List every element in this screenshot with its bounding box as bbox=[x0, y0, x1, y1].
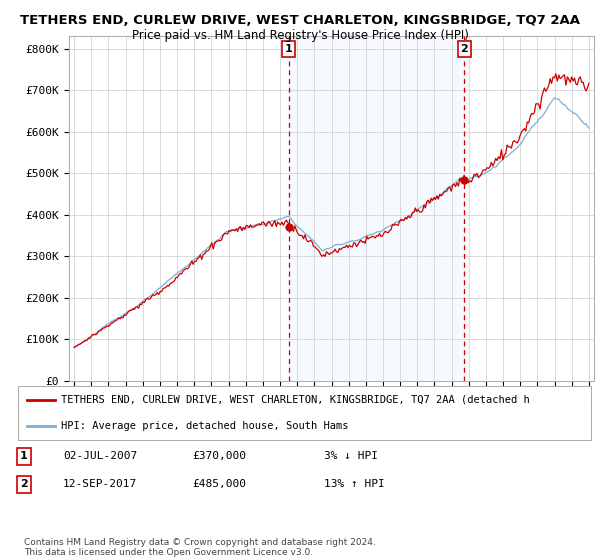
Text: 12-SEP-2017: 12-SEP-2017 bbox=[63, 479, 137, 489]
Text: £370,000: £370,000 bbox=[192, 451, 246, 461]
Text: 02-JUL-2007: 02-JUL-2007 bbox=[63, 451, 137, 461]
Bar bbox=[289, 36, 464, 381]
Text: £485,000: £485,000 bbox=[192, 479, 246, 489]
Text: TETHERS END, CURLEW DRIVE, WEST CHARLETON, KINGSBRIDGE, TQ7 2AA (detached h: TETHERS END, CURLEW DRIVE, WEST CHARLETO… bbox=[61, 395, 530, 405]
Text: 13% ↑ HPI: 13% ↑ HPI bbox=[324, 479, 385, 489]
Text: 1: 1 bbox=[285, 44, 292, 54]
Text: TETHERS END, CURLEW DRIVE, WEST CHARLETON, KINGSBRIDGE, TQ7 2AA: TETHERS END, CURLEW DRIVE, WEST CHARLETO… bbox=[20, 14, 580, 27]
Text: 2: 2 bbox=[20, 479, 28, 489]
Text: 2: 2 bbox=[461, 44, 469, 54]
Text: 1: 1 bbox=[20, 451, 28, 461]
Text: Contains HM Land Registry data © Crown copyright and database right 2024.
This d: Contains HM Land Registry data © Crown c… bbox=[24, 538, 376, 557]
Text: 3% ↓ HPI: 3% ↓ HPI bbox=[324, 451, 378, 461]
Text: Price paid vs. HM Land Registry's House Price Index (HPI): Price paid vs. HM Land Registry's House … bbox=[131, 29, 469, 42]
Text: HPI: Average price, detached house, South Hams: HPI: Average price, detached house, Sout… bbox=[61, 421, 349, 431]
